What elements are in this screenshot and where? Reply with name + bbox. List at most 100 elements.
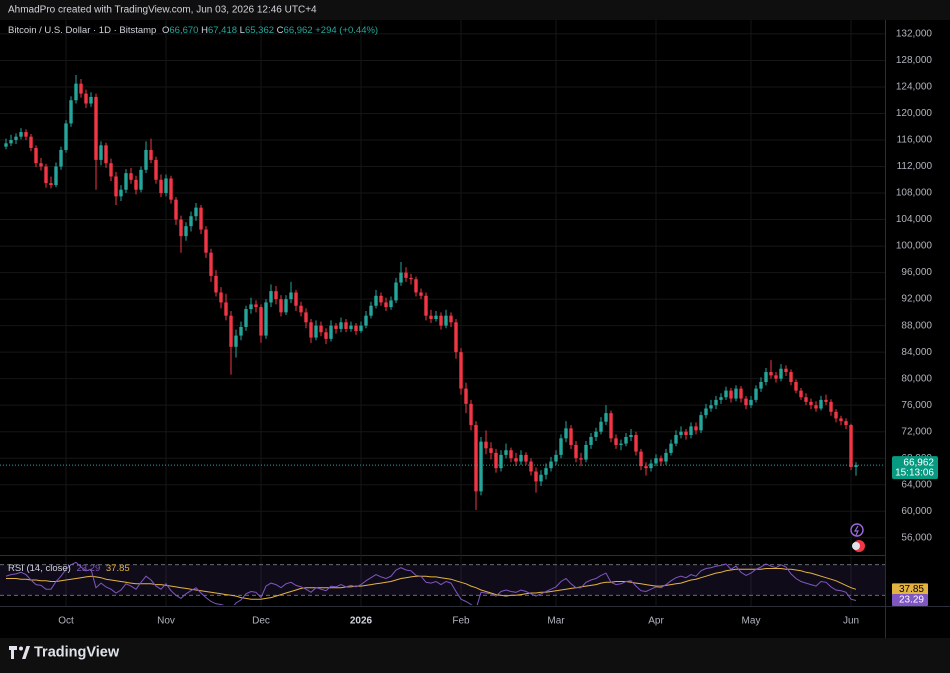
- candle-body: [794, 381, 798, 391]
- candle-body: [629, 435, 633, 437]
- candle-body: [109, 163, 113, 177]
- candle-body: [389, 300, 393, 308]
- candle-body: [724, 390, 728, 398]
- candle-body: [819, 399, 823, 409]
- candle-body: [759, 381, 763, 389]
- header: AhmadPro created with TradingView.com, J…: [8, 5, 317, 16]
- candle-body: [199, 207, 203, 230]
- candle-body: [634, 435, 638, 452]
- icon: [852, 542, 860, 550]
- candle-body: [249, 304, 253, 310]
- candle-body: [779, 368, 783, 379]
- candle-body: [499, 454, 503, 469]
- candle-body: [174, 199, 178, 220]
- candle-body: [549, 461, 553, 469]
- candle-body: [114, 176, 118, 197]
- candle-body: [664, 452, 668, 462]
- candle-body: [744, 398, 748, 406]
- candle-body: [659, 458, 663, 462]
- axes: 56,00060,00064,00068,00072,00076,00080,0…: [58, 29, 938, 627]
- candle-body: [279, 299, 283, 313]
- candle-body: [469, 403, 473, 426]
- rsi-legend: RSI (14, close) 23.29 37.85: [8, 563, 130, 574]
- candle-body: [844, 421, 848, 426]
- rsi-ma-value-label: 37.85: [899, 584, 924, 595]
- brand: TradingView: [9, 644, 120, 660]
- y-tick-label: 84,000: [901, 347, 932, 358]
- candle-body: [554, 454, 558, 462]
- x-tick-label: Mar: [547, 616, 565, 627]
- candle-body: [294, 292, 298, 306]
- candle-body: [219, 292, 223, 303]
- candle-body: [439, 315, 443, 326]
- legend-value: 65,362: [245, 25, 274, 36]
- y-tick-label: 132,000: [896, 29, 933, 40]
- candle-body: [404, 272, 408, 278]
- candle-body: [519, 454, 523, 462]
- candle-body: [534, 471, 538, 482]
- y-tick-label: 60,000: [901, 506, 932, 517]
- candle-body: [709, 405, 713, 409]
- candle-body: [674, 435, 678, 444]
- candle-body: [614, 438, 618, 445]
- candle-body: [369, 305, 373, 316]
- candle-body: [259, 307, 263, 336]
- legend-value: 66,962: [284, 25, 313, 36]
- candle-body: [829, 401, 833, 412]
- brand-logo: [19, 646, 23, 651]
- candle-body: [769, 372, 773, 376]
- candle-body: [454, 322, 458, 353]
- candle-body: [424, 295, 428, 316]
- candle-body: [589, 436, 593, 445]
- candle-body: [559, 438, 563, 455]
- candle-body: [669, 443, 673, 453]
- candle-body: [9, 140, 13, 144]
- candle-body: [644, 466, 648, 469]
- legend-field: H: [201, 25, 208, 36]
- candle-body: [524, 454, 528, 462]
- chart-background: [0, 20, 950, 638]
- candle-body: [209, 252, 213, 276]
- candle-body: [74, 83, 78, 101]
- brand-logo: [9, 646, 17, 659]
- candle-body: [29, 136, 33, 148]
- candle-body: [204, 229, 208, 253]
- candle-body: [224, 302, 228, 316]
- candle-body: [179, 219, 183, 237]
- candle-body: [509, 450, 513, 459]
- candle-body: [69, 100, 73, 124]
- candle-body: [489, 448, 493, 453]
- candle-body: [169, 178, 173, 200]
- rsi-name: RSI (14, close): [8, 563, 71, 574]
- candle-body: [89, 96, 93, 104]
- candle-body: [704, 408, 708, 416]
- candle-body: [834, 411, 838, 419]
- candle-body: [484, 441, 488, 449]
- last-price-label: 66,962: [903, 458, 934, 469]
- candle-body: [144, 149, 148, 170]
- legend-value: 66,670: [169, 25, 198, 36]
- icon: [850, 523, 864, 537]
- y-tick-label: 88,000: [901, 320, 932, 331]
- x-tick-label: Nov: [157, 616, 175, 627]
- candle-body: [479, 441, 483, 492]
- candle-body: [599, 421, 603, 432]
- candle-body: [349, 325, 353, 329]
- candle-body: [689, 426, 693, 436]
- candle-body: [414, 279, 418, 293]
- candle-body: [609, 413, 613, 439]
- candle-body: [774, 375, 778, 379]
- candle-body: [154, 159, 158, 180]
- candle-body: [654, 458, 658, 464]
- y-tick-label: 112,000: [897, 161, 933, 172]
- candle-body: [244, 309, 248, 327]
- candle-body: [814, 405, 818, 409]
- candle-body: [584, 444, 588, 460]
- candle-body: [84, 93, 88, 104]
- candle-body: [384, 302, 388, 308]
- rsi-ma-value: 37.85: [106, 563, 130, 574]
- candle-body: [539, 474, 543, 482]
- candle-body: [639, 451, 643, 467]
- candle-body: [789, 372, 793, 382]
- candle-body: [14, 136, 18, 141]
